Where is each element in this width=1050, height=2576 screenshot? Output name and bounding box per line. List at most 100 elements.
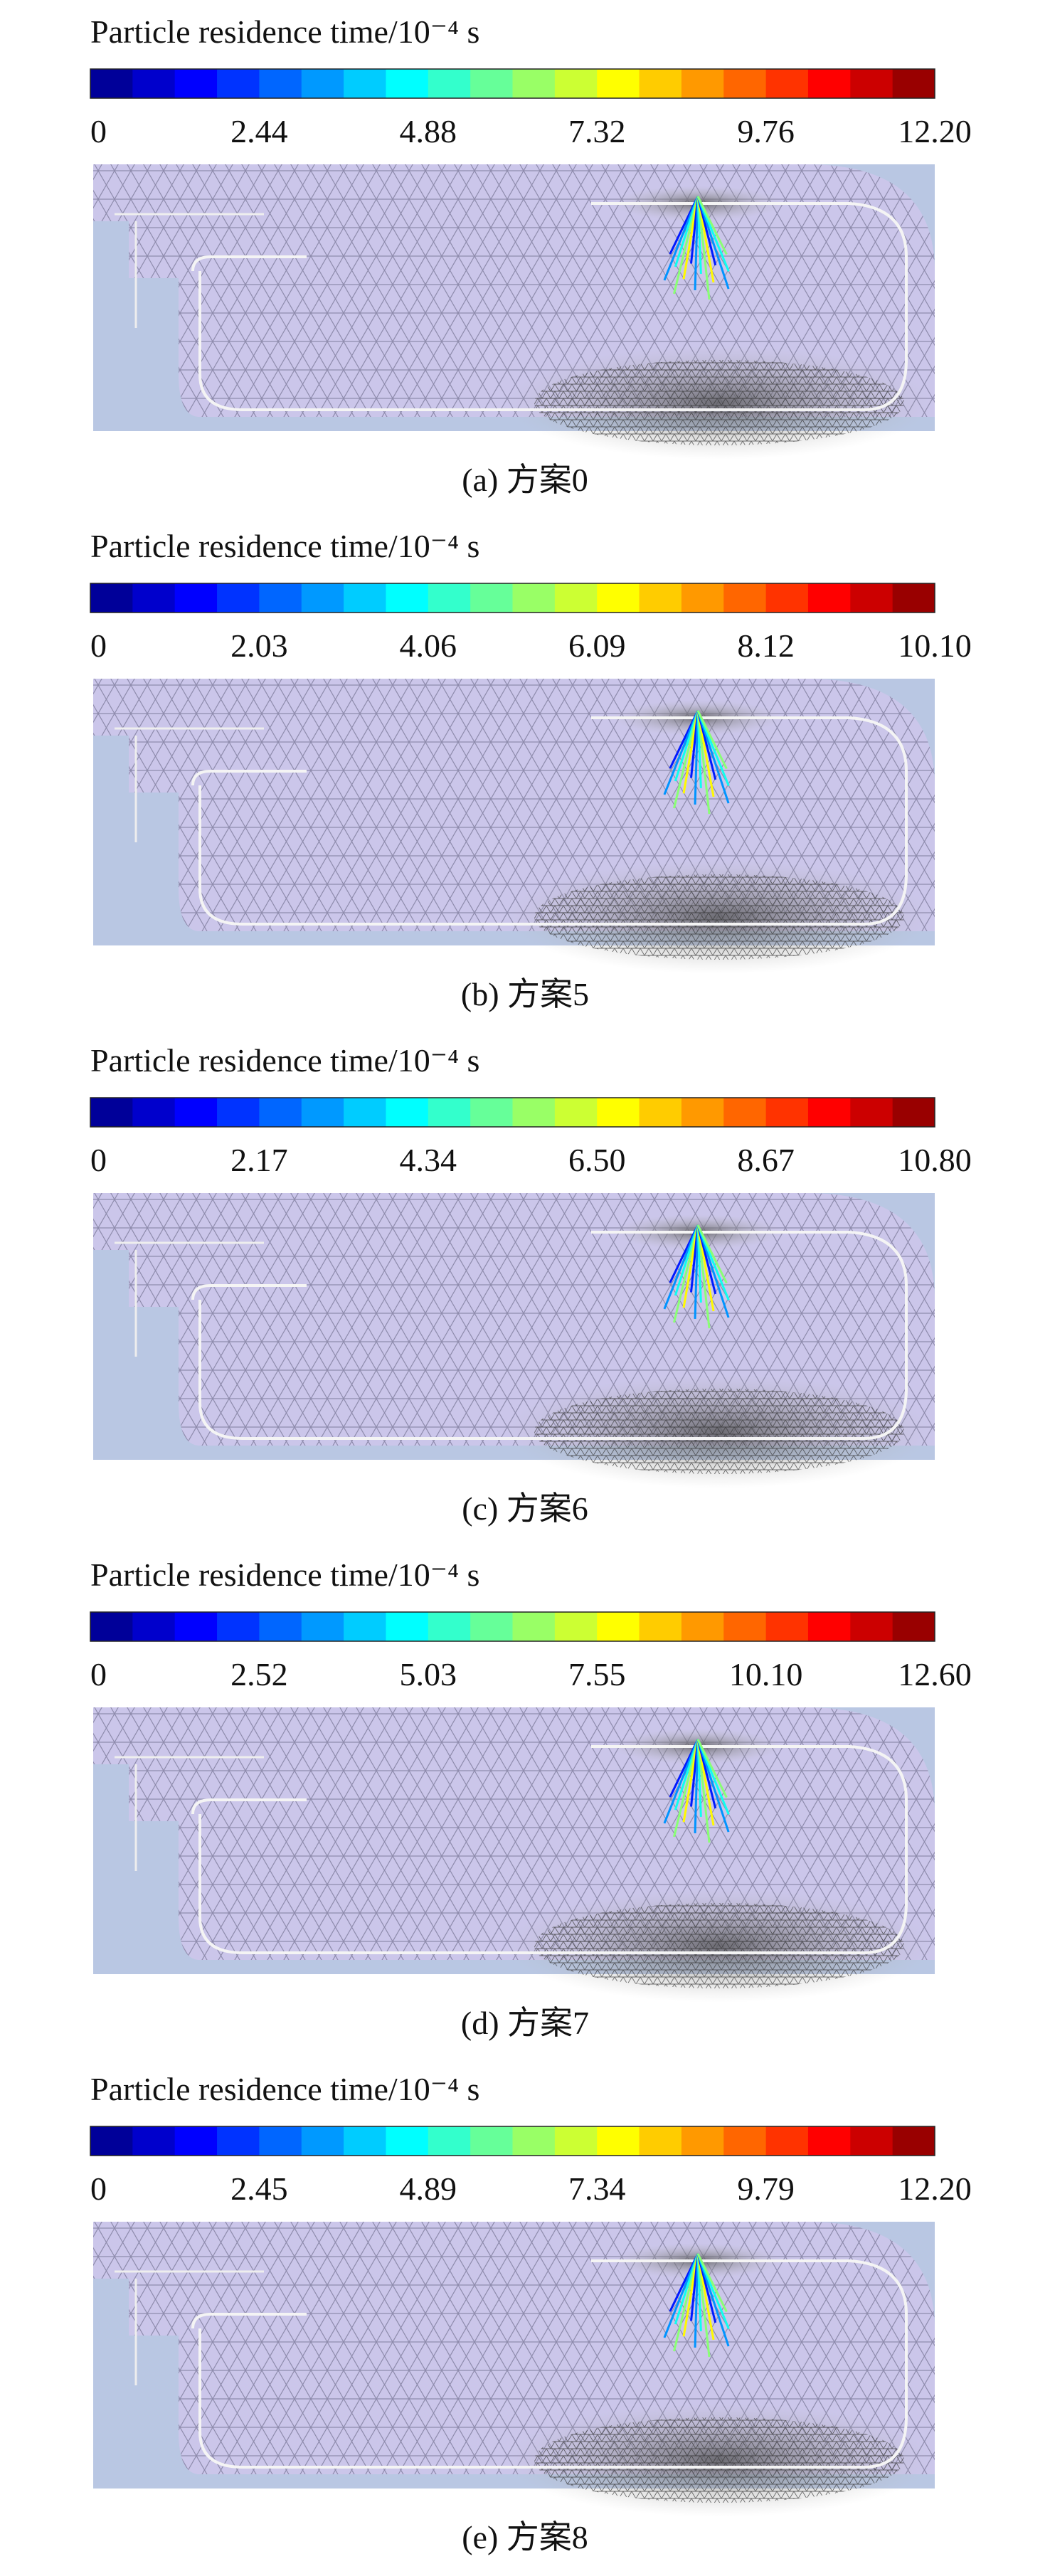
spray-track bbox=[673, 2253, 699, 2352]
colorbar-title: Particle residence time/10⁻⁴ s bbox=[90, 528, 479, 564]
spray-track bbox=[696, 196, 728, 255]
colorbar-segment bbox=[428, 1098, 471, 1127]
spray-track bbox=[694, 196, 699, 290]
colorbar-segment bbox=[470, 2126, 513, 2156]
colorbar-segment bbox=[132, 69, 176, 98]
colorbar-tick-label: 4.89 bbox=[400, 2170, 457, 2207]
colorbar-segment bbox=[470, 1098, 513, 1127]
colorbar-segment bbox=[554, 2126, 598, 2156]
colorbar-segment bbox=[301, 583, 344, 613]
colorbar-frame bbox=[90, 68, 935, 99]
colorbar-title: Particle residence time/10⁻⁴ s bbox=[90, 1557, 479, 1593]
colorbar-tick-label: 9.76 bbox=[737, 113, 795, 149]
mesh-image bbox=[93, 679, 935, 974]
colorbar-segment bbox=[470, 69, 513, 98]
spray-track bbox=[696, 196, 730, 290]
colorbar-segment bbox=[301, 1098, 344, 1127]
colorbar-segment bbox=[301, 69, 344, 98]
dense-mesh bbox=[534, 1389, 904, 1474]
colorbar-segment bbox=[386, 69, 429, 98]
colorbar-segment bbox=[344, 583, 386, 613]
colorbar-tick-label: 10.10 bbox=[898, 627, 972, 664]
colorbar-tick-label: 6.09 bbox=[568, 627, 626, 664]
colorbar-segment bbox=[723, 583, 767, 613]
colorbar-segment bbox=[681, 1098, 724, 1127]
colorbar-segment bbox=[132, 1612, 176, 1641]
colorbar-tick-label: 12.20 bbox=[898, 2170, 972, 2207]
colorbar-segment bbox=[807, 69, 851, 98]
caption: (a) 方案0 bbox=[462, 462, 588, 498]
colorbar-segment bbox=[892, 1098, 935, 1127]
colorbar-segment bbox=[428, 2126, 471, 2156]
spray-track bbox=[673, 1224, 699, 1323]
colorbar-segment bbox=[807, 2126, 851, 2156]
colorbar-tick-label: 6.50 bbox=[568, 1142, 626, 1178]
colorbar-tick-label: 2.17 bbox=[230, 1142, 288, 1178]
colorbar-segment bbox=[512, 1098, 556, 1127]
colorbar-segment bbox=[301, 2126, 344, 2156]
colorbar-segment bbox=[259, 583, 302, 613]
spray-track bbox=[696, 1224, 730, 1318]
colorbar-segment bbox=[174, 69, 218, 98]
channel-outline bbox=[191, 1745, 908, 1954]
colorbar-segment bbox=[428, 69, 471, 98]
spray-track bbox=[694, 1739, 699, 1833]
colorbar-tick-label: 9.79 bbox=[737, 2170, 795, 2207]
dense-mesh bbox=[534, 874, 904, 960]
spray-track bbox=[696, 2253, 711, 2358]
colorbar-tick-label: 2.45 bbox=[230, 2170, 288, 2207]
colorbar-segment bbox=[723, 1098, 767, 1127]
colorbar-segment bbox=[597, 583, 640, 613]
colorbar-segment bbox=[90, 69, 133, 98]
spray-track bbox=[696, 1739, 730, 1833]
mesh-image bbox=[93, 164, 935, 460]
colorbar-segment bbox=[174, 2126, 218, 2156]
spray-track bbox=[694, 2253, 699, 2348]
colorbar-segment bbox=[597, 69, 640, 98]
colorbar-tick-label: 10.80 bbox=[898, 1142, 972, 1178]
spray-track bbox=[696, 1224, 711, 1329]
inlet bbox=[115, 2270, 264, 2385]
colorbar-segment bbox=[639, 1098, 682, 1127]
colorbar-segment bbox=[807, 583, 851, 613]
colorbar-segment bbox=[512, 583, 556, 613]
caption: (e) 方案8 bbox=[462, 2519, 588, 2555]
colorbar-segment bbox=[639, 2126, 682, 2156]
colorbar-tick-label: 7.32 bbox=[568, 113, 626, 149]
colorbar-segment bbox=[217, 1612, 260, 1641]
colorbar-tick-label: 8.12 bbox=[737, 627, 795, 664]
colorbar-tick-label: 0 bbox=[90, 1142, 107, 1178]
colorbar-segment bbox=[90, 1098, 133, 1127]
colorbar-segment bbox=[132, 1098, 176, 1127]
colorbar-segment bbox=[132, 2126, 176, 2156]
colorbar-tick-label: 2.52 bbox=[230, 1656, 288, 1692]
colorbar-segment bbox=[386, 1612, 429, 1641]
inlet bbox=[115, 1241, 264, 1357]
colorbar-segment bbox=[892, 1612, 935, 1641]
colorbar-segment bbox=[217, 69, 260, 98]
colorbar-segment bbox=[554, 583, 598, 613]
caption: (d) 方案7 bbox=[461, 2005, 589, 2041]
colorbar-segment bbox=[723, 2126, 767, 2156]
colorbar-segment bbox=[386, 583, 429, 613]
mesh-image bbox=[93, 1193, 935, 1488]
colorbar-tick-label: 5.03 bbox=[400, 1656, 457, 1692]
colorbar-segment bbox=[554, 1098, 598, 1127]
colorbar-segment bbox=[850, 1098, 893, 1127]
spray-track bbox=[673, 1739, 699, 1838]
colorbar-segment bbox=[681, 1612, 724, 1641]
colorbar-segment bbox=[850, 2126, 893, 2156]
spray-track bbox=[696, 710, 730, 804]
panel: Particle residence time/10⁻⁴ s 0 2.03 4.06 6… bbox=[90, 528, 972, 1012]
colorbar-segment bbox=[639, 583, 682, 613]
colorbar-segment bbox=[850, 69, 893, 98]
channel-outline bbox=[191, 202, 908, 411]
spray-track bbox=[696, 196, 711, 300]
colorbar-segment bbox=[428, 1612, 471, 1641]
colorbar-segment bbox=[850, 1612, 893, 1641]
colorbar-title: Particle residence time/10⁻⁴ s bbox=[90, 14, 479, 50]
colorbar-segment bbox=[344, 69, 386, 98]
inlet bbox=[115, 1756, 264, 1871]
colorbar-segment bbox=[470, 1612, 513, 1641]
